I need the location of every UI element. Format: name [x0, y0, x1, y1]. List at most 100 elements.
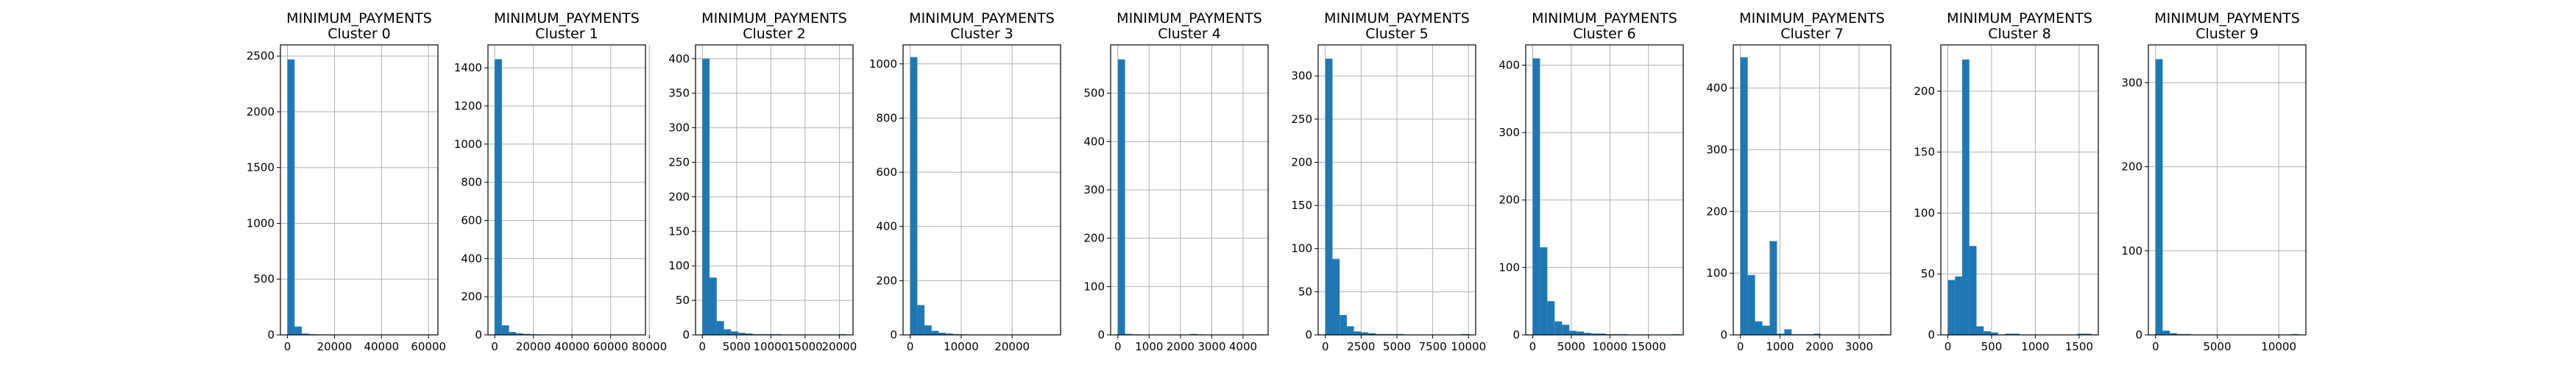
- y-tick-label: 1400: [454, 61, 482, 74]
- histogram-bar: [2005, 333, 2013, 335]
- histogram-bar: [495, 59, 502, 335]
- histogram-bar: [1962, 59, 1970, 336]
- y-tick-label: 0: [1097, 328, 1105, 342]
- histogram-panel-6: 0 5000 10000 15000 0 100 200 300 400 MINIMUM_PAYM…: [1498, 10, 1684, 353]
- histogram-bar: [938, 333, 946, 335]
- y-tick-label: 0: [682, 328, 690, 342]
- histogram-bar: [1554, 321, 1563, 335]
- y-tick-label: 100: [1914, 206, 1935, 219]
- histogram-bar: [710, 277, 717, 335]
- y-tick-label: 300: [2121, 76, 2142, 89]
- x-tick-label: 10000: [753, 340, 788, 353]
- y-tick-label: 400: [461, 252, 482, 265]
- y-tick-label: 1000: [869, 57, 897, 71]
- histogram-bar: [2012, 333, 2020, 335]
- histogram-bar: [1117, 59, 1125, 335]
- chart-title: MINIMUM_PAYMENTS: [1117, 10, 1262, 26]
- axes-frame: [280, 44, 439, 336]
- x-tick-label: 2000: [1167, 340, 1195, 353]
- chart-title: MINIMUM_PAYMENTS: [494, 10, 640, 26]
- histogram-bar: [910, 57, 918, 335]
- y-tick-label: 100: [1706, 266, 1727, 280]
- y-tick-label: 300: [1498, 126, 1520, 139]
- chart-subtitle: Cluster 9: [2195, 26, 2259, 42]
- histogram-bar: [509, 332, 517, 335]
- x-tick-label: 60000: [411, 340, 446, 353]
- plot-area: [1733, 45, 1891, 335]
- histogram-bar: [287, 59, 295, 335]
- axes-frame: [1733, 44, 1892, 336]
- histogram-bar: [1969, 246, 1977, 335]
- histogram-bar: [1577, 331, 1585, 335]
- histogram-bar: [1340, 315, 1347, 335]
- y-tick-label: 1000: [454, 138, 482, 151]
- histogram-bar: [523, 333, 531, 335]
- y-tick-label: 200: [1706, 205, 1727, 218]
- y-tick-label: 0: [475, 328, 482, 342]
- y-tick-label: 1500: [247, 161, 275, 174]
- histogram-bar: [1562, 325, 1570, 335]
- x-tick-label: 60000: [593, 340, 629, 353]
- y-tick-label: 500: [1083, 87, 1105, 100]
- y-tick-label: 50: [676, 294, 690, 307]
- y-tick-label: 2500: [247, 49, 275, 63]
- plot-area: [903, 45, 1061, 335]
- histogram-bar: [2170, 333, 2177, 335]
- histogram-bar: [1955, 276, 1963, 335]
- x-tick-label: 15000: [1631, 340, 1666, 353]
- y-tick-label: 2000: [247, 105, 275, 118]
- y-tick-label: 250: [1291, 113, 1312, 126]
- histogram-bar: [2162, 330, 2170, 335]
- y-tick-label: 150: [668, 224, 690, 238]
- y-tick-label: 350: [668, 87, 690, 100]
- histogram-bar: [1976, 326, 1984, 335]
- x-tick-label: 40000: [364, 340, 399, 353]
- y-tick-label: 100: [1291, 242, 1312, 255]
- histogram-bar: [716, 321, 724, 335]
- axes-frame: [902, 44, 1061, 336]
- x-tick-label: 4000: [1229, 340, 1257, 353]
- plot-area: [280, 45, 438, 335]
- histogram-bar: [1599, 333, 1607, 335]
- histogram-bar: [516, 333, 524, 335]
- y-tick-label: 300: [1706, 144, 1727, 157]
- histogram-bar: [1584, 333, 1592, 335]
- histogram-bar: [1569, 330, 1577, 335]
- y-tick-label: 250: [668, 155, 690, 169]
- y-tick-label: 400: [668, 52, 690, 66]
- chart-subtitle: Cluster 5: [1365, 26, 1429, 42]
- histogram-bar: [1984, 331, 1992, 335]
- x-tick-label: 20000: [994, 340, 1030, 353]
- x-tick-label: 5000: [2203, 340, 2231, 353]
- histogram-bar: [294, 326, 302, 335]
- histogram-bar: [745, 333, 753, 335]
- histogram-bar: [2076, 333, 2084, 335]
- chart-title: MINIMUM_PAYMENTS: [1947, 10, 2092, 26]
- chart-title: MINIMUM_PAYMENTS: [2154, 10, 2300, 26]
- axes-frame: [695, 44, 854, 336]
- y-tick-label: 400: [1706, 82, 1727, 95]
- histogram-bar: [723, 329, 732, 335]
- histogram-panel-9: 0 5000 10000 0 100 200 300 MINIMUM_PAYMENTSClus…: [2121, 10, 2307, 353]
- x-tick-label: 0: [1114, 340, 1122, 353]
- histogram-bar: [1354, 331, 1362, 335]
- histogram-bar: [1947, 280, 1956, 335]
- chart-subtitle: Cluster 8: [1988, 26, 2051, 42]
- x-tick-label: 1000: [1135, 340, 1163, 353]
- histogram-bar: [1346, 326, 1354, 335]
- x-tick-label: 0: [699, 340, 707, 353]
- x-tick-label: 1000: [1766, 340, 1794, 353]
- histogram-panel-8: 0 500 1000 1500 0 50 100 150 200 MINIMUM_PAYMENTS…: [1914, 10, 2099, 353]
- y-tick-label: 0: [1720, 328, 1727, 342]
- x-tick-label: 80000: [631, 340, 667, 353]
- y-tick-label: 0: [2135, 328, 2142, 342]
- histogram-bar: [1762, 325, 1770, 335]
- y-tick-label: 150: [1914, 146, 1935, 159]
- histogram-bar: [1755, 321, 1763, 335]
- histogram-bar: [302, 333, 309, 335]
- x-tick-label: 500: [1981, 340, 2003, 353]
- chart-title: MINIMUM_PAYMENTS: [286, 10, 432, 26]
- histogram-bar: [1189, 333, 1197, 335]
- x-tick-label: 15000: [788, 340, 823, 353]
- histogram-bar: [702, 58, 710, 335]
